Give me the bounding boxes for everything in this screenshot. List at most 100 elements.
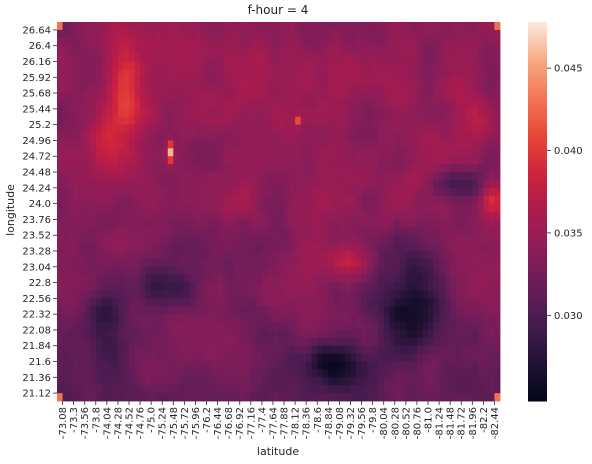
heatmap-cell [195,29,202,39]
heatmap-cell [195,243,202,252]
heatmap-cell [245,250,252,260]
heatmap-cell [212,195,218,205]
heatmap-cell [416,85,423,94]
heatmap-cell [117,124,124,133]
heatmap-cell [300,187,307,197]
heatmap-cell [62,69,69,78]
colorbar-segment [528,290,547,295]
heatmap-cell [101,124,108,133]
heatmap-cell [433,377,440,386]
heatmap-cell [106,243,113,252]
heatmap-cell [394,164,401,173]
heatmap-cell [261,266,268,276]
heatmap-cell [444,322,451,331]
heatmap-cell [428,235,434,244]
heatmap-cell [245,211,252,220]
heatmap-cell [472,385,479,394]
heatmap-cell [62,258,69,268]
heatmap-cell [223,345,230,355]
heatmap-cell [57,282,63,291]
heatmap-cell [95,203,102,212]
heatmap-cell [134,385,141,394]
heatmap-cell [472,211,479,220]
heatmap-cell [184,45,191,54]
colorbar-segment [528,211,547,216]
heatmap-cell [250,108,257,118]
heatmap-cell [140,93,146,102]
heatmap-cell [156,53,163,62]
heatmap-cell [383,329,390,339]
heatmap-cell [200,393,207,402]
heatmap-cell [167,235,174,244]
heatmap-cell [195,179,202,189]
heatmap-cell [444,132,451,141]
heatmap-cell [123,37,130,47]
heatmap-cell [466,266,473,276]
heatmap-cell [228,258,235,268]
heatmap-cell [250,298,257,307]
heatmap-cell [117,377,124,386]
heatmap-cell [200,377,207,386]
heatmap-cell [106,322,113,331]
heatmap-cell [461,140,468,149]
heatmap-cell [189,29,196,39]
colorbar-segment [528,378,547,383]
heatmap-cell [372,85,379,94]
heatmap-cell [212,290,218,299]
heatmap-cell [272,258,279,268]
heatmap-cell [123,156,130,165]
heatmap-cell [483,235,490,244]
heatmap-cell [112,195,119,205]
heatmap-cell [101,140,108,149]
heatmap-cell [389,85,396,94]
heatmap-cell [84,258,91,268]
heatmap-cell [267,258,274,268]
heatmap-cell [195,100,202,110]
heatmap-cell [62,156,69,165]
heatmap-cell [267,235,274,244]
heatmap-cell [411,211,418,220]
heatmap-cell [488,274,495,283]
heatmap-cell [206,61,213,70]
heatmap-cell [167,164,174,173]
heatmap-cell [156,93,163,102]
heatmap-cell [455,274,462,283]
heatmap-cell [68,298,75,307]
heatmap-cell [234,258,241,268]
heatmap-cell [195,61,202,70]
heatmap-cell [394,250,401,260]
heatmap-cell [151,116,158,126]
heatmap-cell [228,314,235,323]
heatmap-cell [206,353,213,362]
heatmap-cell [444,61,451,70]
heatmap-cell [162,377,169,386]
heatmap-cell [90,337,97,347]
heatmap-cell [494,22,501,31]
heatmap-cell [322,369,329,378]
colorbar-segment [528,366,547,370]
heatmap-cell [400,93,407,102]
colorbar-segment [528,239,547,244]
heatmap-cell [428,187,434,197]
heatmap-cell [306,298,313,307]
heatmap-cell [250,116,257,126]
heatmap-cell [394,322,401,331]
heatmap-cell [123,140,130,149]
heatmap-cell [112,108,119,118]
heatmap-cell [250,385,257,394]
heatmap-cell [239,203,246,212]
heatmap-cell [261,22,268,31]
heatmap-cell [428,172,434,181]
heatmap-cell [156,266,163,276]
colorbar-segment [528,37,547,42]
heatmap-cell [234,100,241,110]
heatmap-cell [178,187,185,197]
heatmap-cell [68,37,75,47]
heatmap-cell [356,385,362,394]
heatmap-cell [261,124,268,133]
heatmap-cell [317,258,324,268]
heatmap-cell [184,243,191,252]
heatmap-cell [466,322,473,331]
heatmap-cell [250,266,257,276]
heatmap-cell [461,385,468,394]
